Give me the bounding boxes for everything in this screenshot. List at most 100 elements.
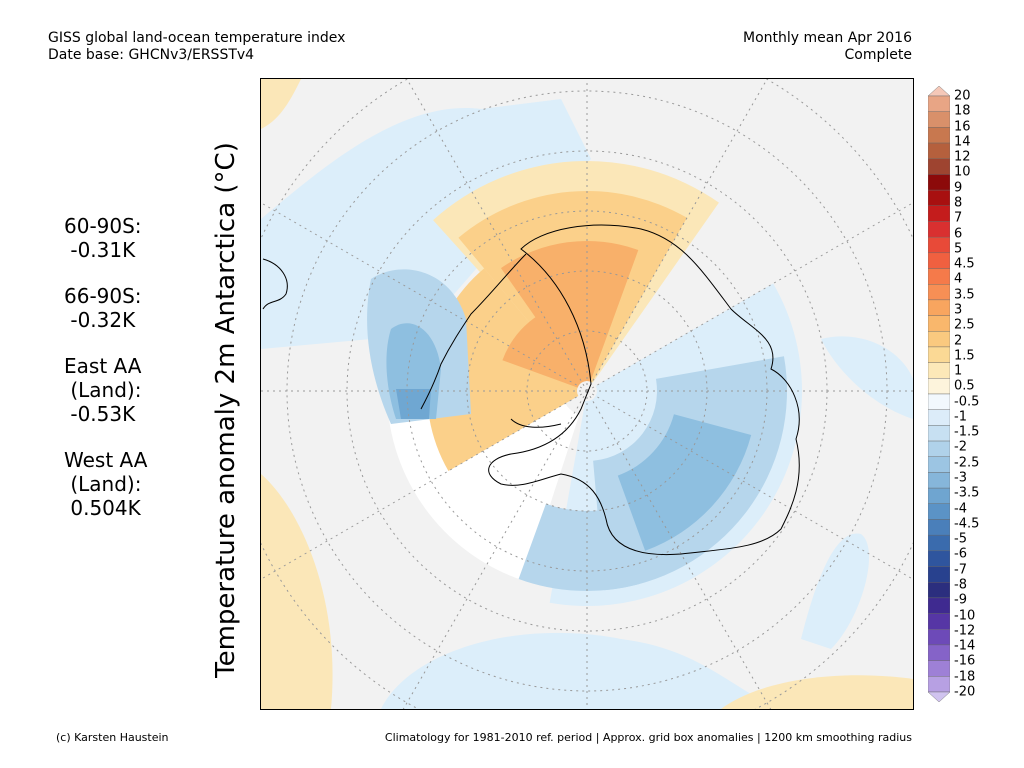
colorbar-tick-label: -20 (954, 684, 976, 700)
colorbar-swatch (928, 440, 950, 457)
longitude-line (586, 202, 913, 392)
stat-label: West AA (64, 448, 148, 472)
colorbar-swatch (928, 346, 950, 363)
ocean-anomaly-warm (261, 474, 333, 709)
colorbar-tick-label: 16 (954, 119, 971, 135)
colorbar-swatch (928, 86, 950, 97)
peninsula-coastline (420, 253, 527, 410)
land-anomaly-cool (518, 503, 639, 591)
ocean-anomaly-warm (261, 79, 301, 129)
stat-66-90s: 66-90S: -0.32K (64, 284, 147, 332)
ice-shelf-coastline (510, 418, 562, 428)
colorbar-tick-label: -4 (954, 501, 967, 517)
header-left: GISS global land-ocean temperature index… (48, 30, 345, 64)
colorbar-swatch (928, 331, 950, 348)
colorbar-swatch (928, 362, 950, 379)
colorbar-swatch (928, 299, 950, 316)
colorbar-tick-label: -16 (954, 653, 976, 669)
colorbar-tick-label: 8 (954, 195, 963, 211)
colorbar-tick-label: -3 (954, 470, 967, 486)
colorbar-swatch (928, 158, 950, 175)
colorbar-tick-label: 7 (954, 210, 963, 226)
stat-value: 0.504K (64, 496, 141, 520)
colorbar-tick-label: 3 (954, 302, 963, 318)
colorbar-swatch (928, 582, 950, 599)
footnote-text: Climatology for 1981-2010 ref. period | … (384, 731, 912, 744)
colorbar-tick-label: -8 (954, 577, 967, 593)
colorbar-swatch (928, 205, 950, 222)
colorbar-swatch (928, 487, 950, 504)
colorbar-swatch (928, 566, 950, 583)
ocean-anomaly-warm (721, 675, 913, 709)
colorbar-labels: 20 18 16 14 12 10 9 8 7 6 5 4.5 4 3.5 3 2.5 2 1.5 1 0.5 -0.5… (954, 86, 1014, 702)
colorbar-swatch (928, 236, 950, 254)
colorbar-tick-label: -9 (954, 592, 967, 608)
colorbar-tick-label: 4 (954, 271, 963, 287)
stat-60-90s: 60-90S: -0.31K (64, 214, 147, 262)
colorbar-swatch (928, 174, 950, 191)
colorbar-tick-label: -10 (954, 608, 976, 624)
stat-east-aa: East AA (Land): -0.53K (64, 354, 147, 426)
polar-map (261, 79, 913, 709)
colorbar-swatch (928, 252, 950, 269)
credit-text: (c) Karsten Haustein (56, 731, 169, 744)
stats-panel: 60-90S: -0.31K 66-90S: -0.32K East AA (L… (64, 214, 147, 542)
colorbar-tick-label: 3.5 (954, 287, 975, 303)
colorbar-tick-label: 0.5 (954, 378, 975, 394)
colorbar-tick-label: 9 (954, 180, 963, 196)
dataset-title: GISS global land-ocean temperature index (48, 30, 346, 46)
colorbar-tick-label: -2.5 (954, 455, 980, 471)
stat-label-2: (Land): (64, 378, 142, 402)
stat-value: -0.53K (64, 402, 136, 426)
database-label: Date base: GHCNv3/ERSSTv4 (48, 47, 255, 63)
colorbar-tick-label: 4.5 (954, 256, 975, 272)
colorbar-tick-label: -1 (954, 409, 967, 425)
colorbar (928, 86, 950, 702)
land-anomaly-warm (502, 302, 586, 388)
colorbar-swatch (928, 409, 950, 426)
colorbar-tick-label: 10 (954, 164, 971, 180)
colorbar-swatch (928, 503, 950, 520)
stat-label: East AA (64, 354, 142, 378)
colorbar-swatch (928, 127, 950, 144)
colorbar-swatch (928, 315, 950, 332)
colorbar-tick-label: -0.5 (954, 394, 980, 410)
longitude-line (586, 390, 772, 709)
colorbar-swatch (928, 111, 950, 128)
colorbar-swatch (928, 284, 950, 301)
longitude-line (586, 390, 913, 580)
colorbar-swatch (928, 676, 950, 693)
colorbar-swatch (928, 644, 950, 661)
stat-value: -0.31K (64, 238, 136, 262)
stat-label: 66-90S: (64, 284, 142, 308)
colorbar-swatch (928, 268, 950, 285)
colorbar-swatch (928, 534, 950, 552)
antarctica-coastline (488, 224, 800, 556)
colorbar-swatch (928, 378, 950, 395)
colorbar-swatch (928, 393, 950, 410)
colorbar-tick-label: -12 (954, 623, 976, 639)
colorbar-tick-label: -1.5 (954, 424, 980, 440)
colorbar-tick-label: 2 (954, 333, 963, 348)
longitude-line (402, 390, 588, 709)
stat-label: 60-90S: (64, 214, 142, 238)
stat-west-aa: West AA (Land): 0.504K (64, 448, 147, 520)
colorbar-swatch (928, 519, 950, 536)
land-anomaly-cool (396, 389, 431, 419)
colorbar-swatch (928, 425, 950, 442)
land-anomaly-cool (617, 414, 752, 551)
ocean-anomaly-cool (821, 336, 913, 419)
colorbar-tick-label: -2 (954, 439, 967, 455)
ocean-anomaly-cool (381, 632, 781, 709)
colorbar-tick-label: -5 (954, 531, 967, 547)
header-right: Monthly mean Apr 2016 Complete (743, 30, 912, 64)
vertical-title: Temperature anomaly 2m Antarctica (°C) (211, 142, 241, 678)
ocean-anomaly-cool (261, 99, 591, 349)
stat-value: -0.32K (64, 308, 136, 332)
colorbar-tick-label: 18 (954, 103, 971, 119)
colorbar-tick-label: -6 (954, 546, 967, 562)
colorbar-tick-label: -7 (954, 562, 967, 578)
status-label: Complete (844, 47, 912, 63)
colorbar-tick-label: -14 (954, 638, 976, 654)
colorbar-swatch (928, 613, 950, 630)
